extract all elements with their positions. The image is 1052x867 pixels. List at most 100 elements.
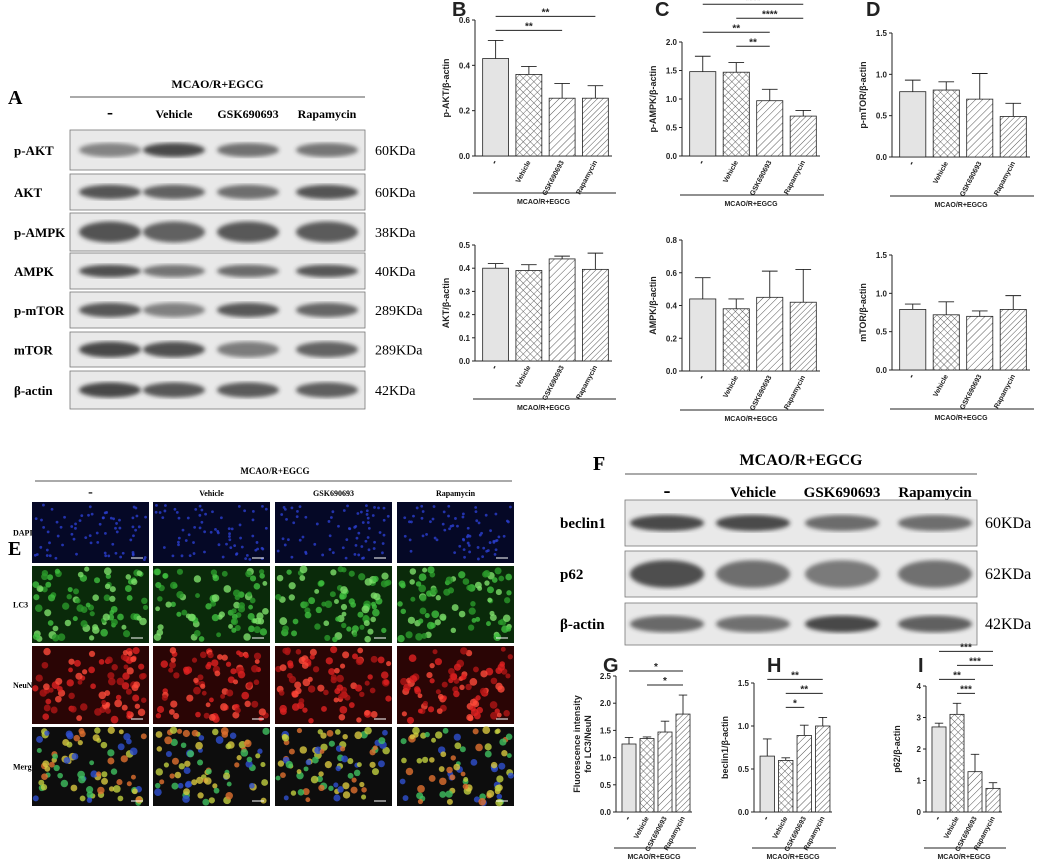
cell (382, 518, 386, 522)
cell (248, 557, 252, 561)
cell (364, 539, 368, 543)
cell (192, 541, 195, 544)
x-tick-label: - (906, 372, 917, 380)
cell (243, 633, 251, 641)
cell (372, 547, 376, 550)
chart: 0.0 0.5 1.0 1.5 mTOR/β-actin - Vehicle GSK69069… (858, 251, 1034, 422)
cell (212, 574, 220, 582)
cell (350, 602, 357, 608)
cell (366, 521, 370, 524)
column-label: GSK690693 (313, 489, 354, 498)
cell (449, 774, 456, 781)
cell (485, 549, 489, 553)
blot-band (142, 143, 206, 157)
cell (251, 509, 255, 513)
cell (217, 654, 223, 660)
cell (382, 746, 390, 755)
cell (359, 781, 365, 788)
cell (327, 520, 331, 523)
bar (482, 58, 509, 157)
cell (67, 587, 73, 593)
cell (453, 763, 461, 771)
y-tick-label: 0.0 (459, 152, 471, 161)
cell (299, 565, 308, 574)
cell (183, 788, 190, 796)
cell (197, 674, 204, 681)
cell (42, 525, 46, 529)
cell (240, 545, 244, 549)
chart: B 0.0 0.2 0.4 0.6 p-AKT/β-actin - Vehicle GSK690… (441, 0, 616, 206)
cell (163, 762, 169, 768)
error-bar (728, 62, 745, 73)
error-bar (728, 298, 745, 309)
cell (487, 597, 493, 603)
cell (340, 746, 346, 752)
cell (342, 733, 348, 740)
y-axis-label: Fluorescence intensity (572, 695, 582, 793)
cell (176, 611, 182, 617)
cell (92, 626, 100, 634)
cell (124, 585, 132, 592)
cell (381, 542, 385, 545)
cell (155, 731, 163, 738)
error-bar (587, 252, 604, 270)
cell (45, 698, 52, 705)
cell (261, 779, 269, 786)
cell (318, 784, 325, 792)
cell (311, 756, 319, 764)
cell (251, 518, 255, 522)
cell (285, 518, 288, 521)
cell (470, 601, 476, 607)
cell (50, 706, 58, 714)
bar (675, 713, 691, 813)
cell (101, 771, 108, 778)
cell (186, 750, 195, 758)
cell (453, 663, 462, 671)
cell (169, 709, 175, 715)
cell (286, 538, 290, 542)
cell (419, 594, 427, 602)
cell (182, 729, 190, 738)
cell (142, 558, 146, 562)
blot-band (216, 382, 280, 398)
cell (321, 705, 327, 712)
cell (158, 511, 162, 514)
cell (460, 771, 466, 777)
cell (131, 550, 135, 554)
blot-band (295, 221, 359, 243)
cell (501, 750, 508, 757)
error-bar (624, 737, 634, 744)
row-label: p62 (560, 567, 583, 583)
cell (177, 543, 180, 547)
cell (447, 514, 450, 518)
blot-band (804, 514, 880, 532)
error-bar (554, 83, 570, 99)
bar (985, 787, 1001, 813)
cell (497, 535, 501, 539)
cell (203, 550, 206, 554)
significance-label: ** (800, 684, 808, 695)
lane-label: Rapamycin (898, 485, 972, 501)
cell (109, 586, 116, 593)
cell (119, 555, 123, 559)
cell (75, 552, 78, 556)
cell (98, 691, 107, 700)
error-bar (818, 716, 828, 726)
panel-letter: I (918, 655, 924, 677)
blot-band (78, 382, 142, 398)
group-label: MCAO/R+EGCG (724, 201, 778, 208)
cell (466, 535, 469, 539)
x-tick-label: Vehicle (723, 375, 741, 400)
cell (132, 505, 136, 509)
cell (301, 662, 309, 669)
cell (107, 672, 115, 680)
cell (111, 618, 118, 626)
cell (365, 509, 369, 513)
cell (380, 671, 389, 679)
cell (478, 797, 487, 806)
cell (200, 520, 204, 524)
cell (238, 602, 246, 609)
cell (262, 607, 269, 615)
cell (253, 652, 262, 660)
cell (191, 729, 199, 737)
